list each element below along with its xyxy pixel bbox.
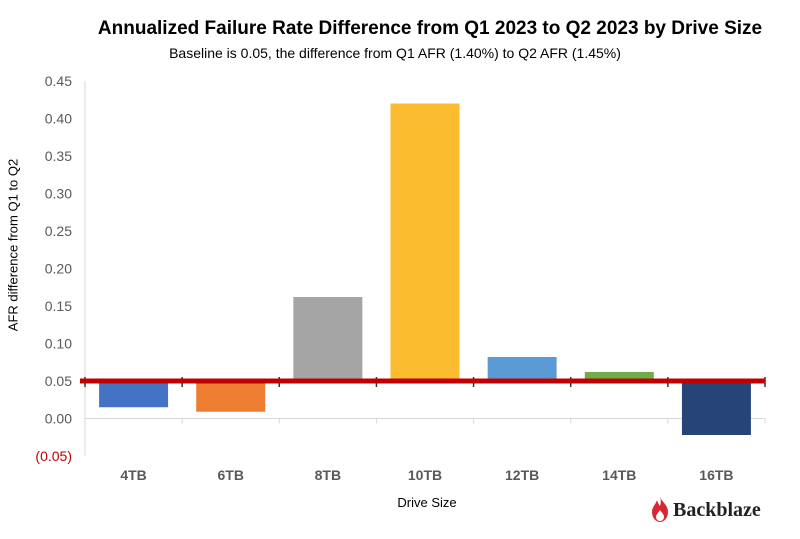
y-tick-label: (0.05) [35, 448, 72, 464]
brand-logo: Backblaze [651, 497, 761, 523]
x-tick-label: 10TB [408, 467, 442, 483]
chart-title: Annualized Failure Rate Difference from … [97, 18, 763, 39]
y-tick-label: 0.15 [45, 298, 72, 314]
bar-14tb [584, 372, 654, 381]
y-tick-label: 0.20 [45, 261, 72, 277]
y-tick-label: 0.10 [45, 336, 72, 352]
y-tick-label: 0.35 [45, 148, 72, 164]
x-tick-label: 4TB [120, 467, 146, 483]
chart-subtitle: Baseline is 0.05, the difference from Q1… [169, 45, 621, 61]
y-tick-label: 0.40 [45, 111, 72, 127]
bar-16tb [681, 381, 751, 435]
y-tick-label: 0.30 [45, 186, 72, 202]
x-tick-label: 8TB [315, 467, 341, 483]
brand-name: Backblaze [673, 498, 761, 521]
x-axis-label: Drive Size [397, 495, 457, 510]
bar-4tb [99, 381, 169, 408]
y-tick-label: 0.00 [45, 411, 72, 427]
x-tick-label: 16TB [699, 467, 733, 483]
bar-8tb [293, 297, 363, 381]
x-tick-label: 6TB [217, 467, 243, 483]
y-tick-label: 0.45 [45, 73, 72, 89]
flame-icon [652, 497, 668, 522]
y-tick-label: 0.25 [45, 223, 72, 239]
x-tick-label: 12TB [505, 467, 539, 483]
bar-10tb [390, 103, 460, 381]
y-tick-label: 0.05 [45, 373, 72, 389]
bar-12tb [487, 357, 557, 381]
x-tick-label: 14TB [602, 467, 636, 483]
bar-6tb [196, 381, 266, 412]
